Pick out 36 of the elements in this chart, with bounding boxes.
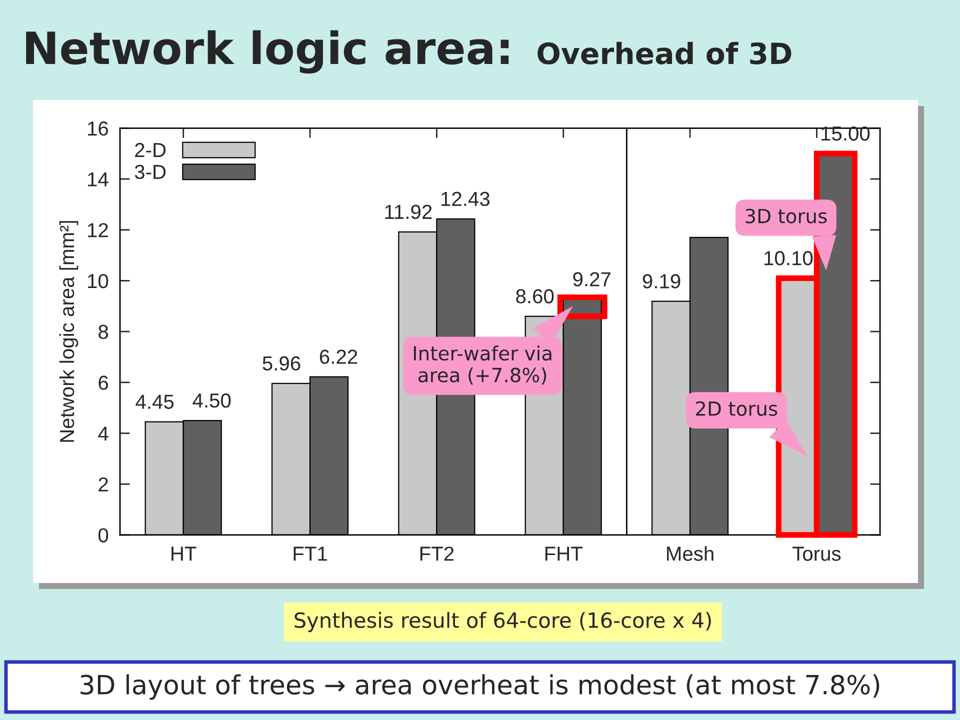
x-tick-label: HT bbox=[172, 546, 196, 561]
annotation: Inter-wafer via area (+7.8%) bbox=[414, 346, 552, 385]
data-label: 5.96 bbox=[262, 356, 300, 371]
data-label: 15.00 bbox=[822, 126, 870, 141]
y-tick-label: 10 bbox=[88, 274, 108, 288]
data-label: 9.19 bbox=[642, 274, 680, 288]
x-tick-label: Torus bbox=[792, 546, 841, 561]
x-tick-label: FHT bbox=[545, 546, 582, 561]
y-tick-label: 4 bbox=[98, 426, 108, 441]
y-axis-title: Network logic area [mm²] bbox=[59, 221, 78, 442]
data-label: 4.45 bbox=[136, 394, 174, 409]
chart-subtitle: Overhead of 3D bbox=[538, 42, 792, 64]
annotation: 2D torus bbox=[696, 401, 778, 416]
y-tick-label: 16 bbox=[88, 121, 108, 136]
x-tick-label: FT2 bbox=[420, 546, 454, 561]
legend-label: 2-D bbox=[135, 142, 166, 157]
data-label: 9.27 bbox=[573, 272, 610, 286]
x-tick-label: FT1 bbox=[294, 546, 327, 561]
y-tick-label: 8 bbox=[98, 324, 108, 340]
chart-title: Network logic area: bbox=[26, 30, 509, 74]
data-label: 12.43 bbox=[442, 192, 490, 206]
legend-label: 3-D bbox=[134, 164, 166, 180]
annotation: 3D torus bbox=[746, 208, 827, 224]
y-tick-label: 2 bbox=[98, 477, 108, 492]
x-tick-label: Mesh bbox=[667, 546, 714, 561]
text: Synthesis result of 64-core (16-core x 4) bbox=[294, 612, 711, 632]
data-label: 4.50 bbox=[192, 393, 231, 408]
y-tick-label: 6 bbox=[98, 376, 108, 390]
data-label: 8.60 bbox=[516, 289, 554, 304]
y-tick-label: 14 bbox=[88, 172, 108, 186]
data-label: 6.22 bbox=[320, 350, 358, 364]
text: 3D layout of trees → area overheat is modest (at most 7.8%) bbox=[80, 674, 880, 700]
data-label: 11.92 bbox=[385, 204, 432, 220]
data-label: 10.10 bbox=[764, 251, 813, 266]
y-tick-label: 12 bbox=[88, 223, 108, 238]
y-tick-label: 0 bbox=[98, 528, 108, 542]
